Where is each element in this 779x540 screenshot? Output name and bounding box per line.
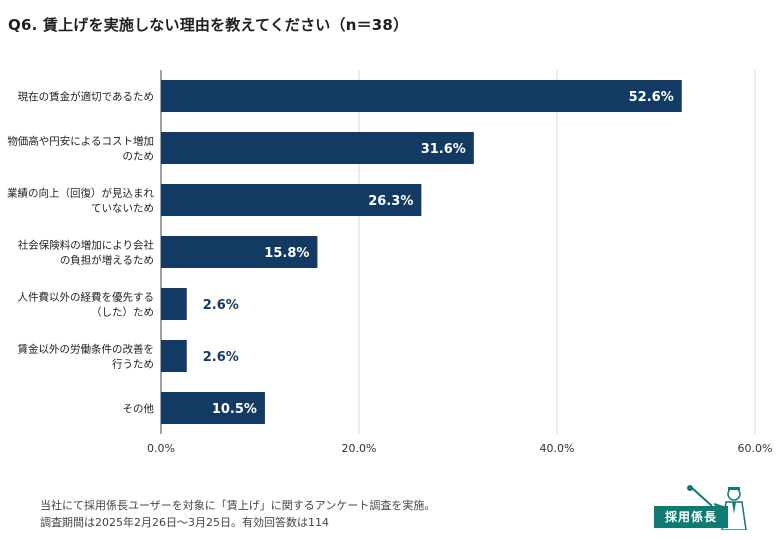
data-label: 26.3% <box>368 194 413 209</box>
data-label: 10.5% <box>212 402 257 417</box>
category-label: 人件費以外の経費を優先する <box>18 291 155 304</box>
category-label: 物価高や円安によるコスト増加 <box>7 135 154 148</box>
footnote-line-1: 当社にて採用係長ユーザーを対象に「賃上げ」に関するアンケート調査を実施。 <box>40 499 436 512</box>
bar <box>161 184 422 216</box>
bar <box>161 340 187 372</box>
data-label: 2.6% <box>203 350 239 365</box>
category-label: の負担が増えるため <box>60 254 154 267</box>
category-label: その他 <box>123 402 155 415</box>
bar-chart: 0.0% 20.0% 40.0% 60.0% 52.6% 現在の賃金が適切であるため 31.… <box>7 70 773 455</box>
bar <box>161 132 474 164</box>
data-label: 31.6% <box>421 142 466 157</box>
logo-text: 採用係長 <box>654 506 728 528</box>
data-label: 52.6% <box>629 90 674 105</box>
category-label: （した）ため <box>91 307 154 319</box>
bar <box>161 236 318 268</box>
category-label: ていないため <box>91 203 154 215</box>
x-tick-label: 60.0% <box>738 442 773 455</box>
category-label: 行うため <box>112 358 154 371</box>
brand-logo: 採用係長 <box>654 484 754 530</box>
bar <box>161 392 265 424</box>
x-tick-label: 0.0% <box>147 442 175 455</box>
footnote-line-2: 調査期間は2025年2月26日〜3月25日。有効回答数は114 <box>40 516 329 529</box>
category-label: のため <box>123 151 155 163</box>
bar <box>161 80 682 112</box>
x-tick-label: 40.0% <box>540 442 575 455</box>
mascot-character-icon <box>687 485 747 530</box>
category-label: 業績の向上（回復）が見込まれ <box>7 187 154 200</box>
bar <box>161 288 187 320</box>
category-label: 賃金以外の労働条件の改善を <box>18 343 155 356</box>
chart-title: Q6. 賃上げを実施しない理由を教えてください（n＝38） <box>8 16 409 34</box>
category-label: 社会保険料の増加により会社 <box>18 239 155 252</box>
data-label: 2.6% <box>203 298 239 313</box>
x-tick-label: 20.0% <box>342 442 377 455</box>
category-label: 現在の賃金が適切であるため <box>18 90 154 103</box>
data-label: 15.8% <box>264 246 309 261</box>
